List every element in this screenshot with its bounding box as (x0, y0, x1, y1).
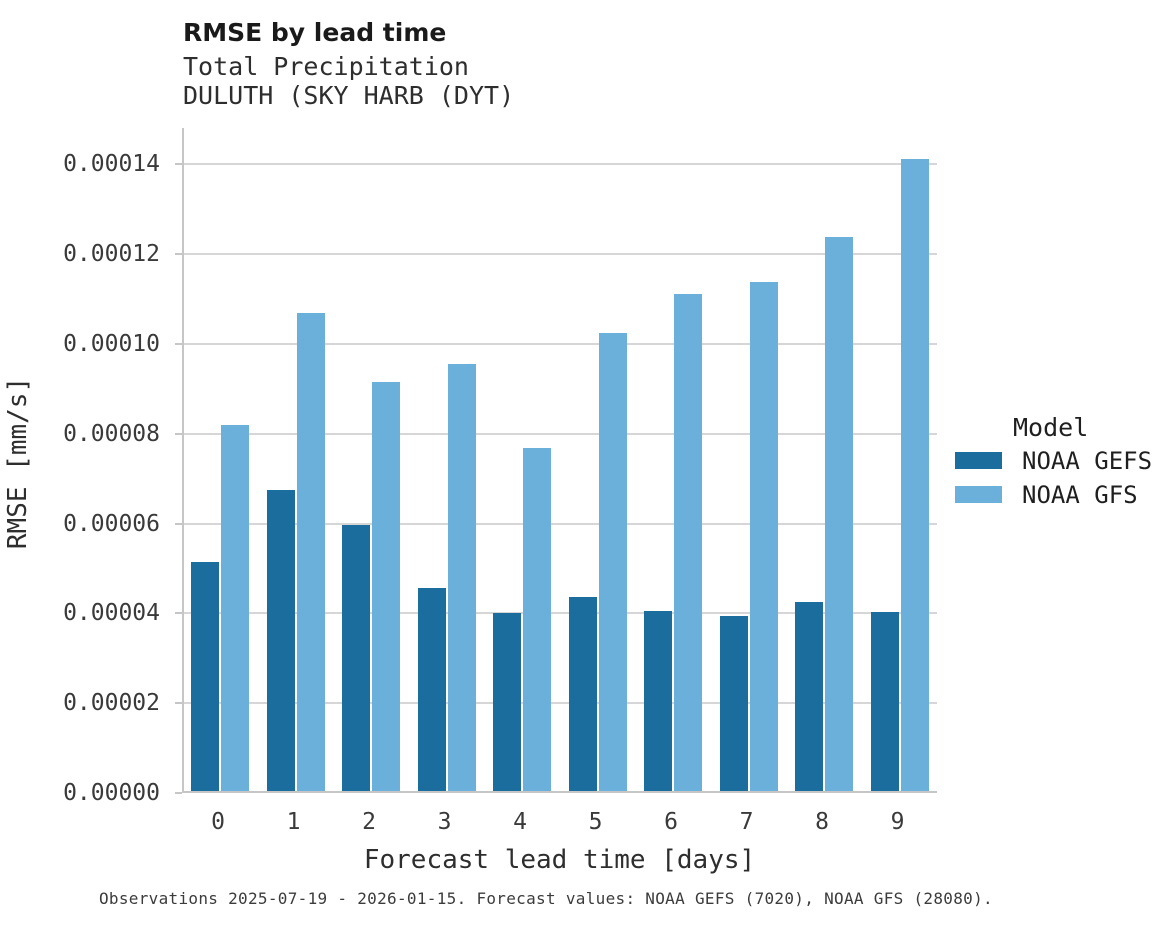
gridline-0.00002 (184, 702, 937, 705)
bar-noaa-gefs-day-1 (266, 489, 295, 791)
bar-noaa-gefs-day-2 (342, 525, 370, 791)
bar-noaa-gfs-day-3 (447, 363, 476, 791)
bar-noaa-gfs-day-5 (598, 332, 627, 791)
legend-title: Model (1013, 413, 1089, 442)
legend-swatch-noaa-gefs (955, 452, 1002, 469)
gridline-0.00012 (184, 253, 937, 256)
y-tick-label-0.00010: 0.00010 (63, 330, 160, 357)
legend-label-noaa-gefs: NOAA GEFS (1022, 446, 1153, 475)
y-tick-label-0.00012: 0.00012 (63, 241, 160, 268)
bar-noaa-gfs-day-7 (749, 281, 778, 791)
bar-noaa-gfs-day-1 (296, 312, 325, 791)
bar-noaa-gefs-day-0 (191, 562, 219, 791)
gridline-0.00006 (184, 522, 937, 525)
bar-noaa-gefs-day-3 (417, 588, 446, 791)
legend-item-noaa-gefs: NOAA GEFS (955, 447, 1170, 475)
chart-caption: Observations 2025-07-19 - 2026-01-15. Fo… (99, 889, 993, 908)
x-tick-label-6: 6 (664, 809, 678, 835)
y-tick-mark (175, 253, 182, 256)
x-axis-title: Forecast lead time [days] (363, 845, 756, 875)
y-tick-mark (175, 432, 182, 435)
x-tick-label-2: 2 (362, 809, 376, 835)
gridline-0.00008 (184, 432, 937, 435)
y-tick-mark (175, 342, 182, 345)
legend-item-noaa-gfs: NOAA GFS (955, 481, 1170, 509)
chart-title: RMSE by lead time (183, 18, 447, 47)
bar-noaa-gfs-day-8 (825, 237, 853, 791)
y-tick-label-0.00006: 0.00006 (63, 510, 160, 537)
y-tick-label-0.00002: 0.00002 (63, 690, 160, 717)
x-tick-label-7: 7 (739, 809, 754, 835)
y-axis-title: RMSE [mm/s] (3, 376, 33, 550)
x-tick-label-0: 0 (211, 809, 225, 835)
x-tick-label-1: 1 (286, 809, 301, 835)
y-tick-mark (175, 522, 182, 525)
legend-swatch-noaa-gfs (955, 486, 1002, 503)
y-tick-label-0.00000: 0.00000 (63, 780, 160, 806)
bar-noaa-gfs-day-6 (674, 294, 702, 791)
x-tick-label-4: 4 (513, 809, 527, 835)
gridline-0.00014 (184, 163, 937, 166)
x-tick-label-5: 5 (588, 809, 603, 835)
bar-noaa-gefs-day-4 (493, 612, 521, 791)
bar-noaa-gfs-day-4 (523, 447, 551, 791)
y-tick-mark (175, 163, 182, 166)
bar-noaa-gefs-day-9 (870, 612, 899, 791)
y-tick-label-0.00014: 0.00014 (63, 151, 160, 178)
y-tick-label-0.00004: 0.00004 (63, 600, 160, 627)
bar-noaa-gfs-day-0 (221, 424, 249, 791)
gridline-0.00004 (184, 612, 937, 615)
x-tick-label-9: 9 (890, 809, 905, 835)
chart-subtitle-station: DULUTH (SKY HARB (DYT) (183, 81, 515, 110)
y-tick-mark (175, 612, 182, 615)
x-tick-label-8: 8 (815, 809, 829, 835)
legend-label-noaa-gfs: NOAA GFS (1022, 480, 1138, 509)
chart-subtitle-variable: Total Precipitation (183, 52, 469, 81)
bar-noaa-gefs-day-5 (568, 596, 597, 791)
bar-noaa-gefs-day-8 (795, 601, 823, 791)
y-tick-label-0.00008: 0.00008 (63, 420, 160, 447)
gridline-0.00010 (184, 342, 937, 345)
y-tick-mark (175, 702, 182, 705)
y-tick-mark (175, 792, 182, 794)
plot-area (175, 128, 937, 794)
bar-noaa-gefs-day-7 (719, 615, 748, 791)
bar-noaa-gfs-day-2 (372, 382, 400, 791)
legend: Model NOAA GEFS NOAA GFS (955, 413, 1170, 520)
x-tick-label-3: 3 (437, 809, 452, 835)
bar-noaa-gefs-day-6 (644, 610, 672, 791)
bar-noaa-gfs-day-9 (900, 158, 929, 791)
